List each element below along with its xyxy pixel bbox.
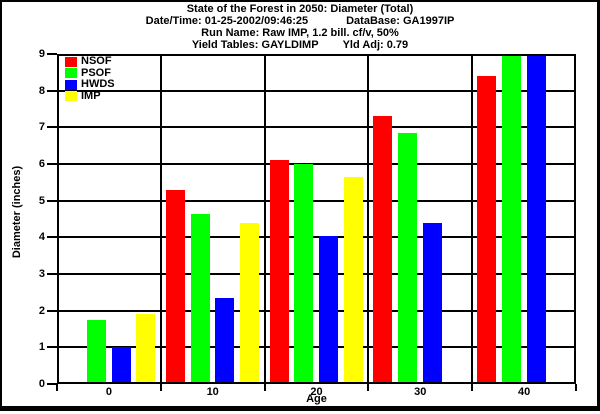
y-axis-title: Diameter (inches) — [11, 165, 23, 259]
bar-hwds-age-30 — [422, 222, 442, 384]
y-tick-label-6: 6 — [38, 158, 45, 170]
bar-imp-age-20 — [343, 176, 363, 384]
y-axis-tick-5 — [47, 199, 57, 202]
x-axis-tick-2 — [263, 384, 266, 391]
bar-psof-age-30 — [398, 132, 418, 384]
bar-nsof-age-10 — [165, 189, 185, 384]
gridline-y-5 — [57, 199, 576, 202]
legend-swatch-nsof — [65, 56, 77, 67]
y-tick-label-1: 1 — [38, 341, 45, 354]
legend-label-psof: PSOF — [81, 66, 111, 79]
x-axis-tick-0 — [56, 384, 58, 391]
plot-border — [57, 54, 576, 384]
y-tick-label-0: 0 — [38, 378, 45, 390]
bar-nsof-age-30 — [373, 116, 393, 384]
y-axis-tick-1 — [47, 346, 57, 349]
y-axis-tick-0 — [47, 383, 57, 385]
gridline-y-4 — [57, 236, 576, 239]
run-name-label: Run Name: Raw IMP, 1.2 bill. cf/v, 50% — [201, 27, 399, 39]
legend-item-nsof: NSOF — [65, 56, 115, 68]
y-axis-tick-7 — [47, 126, 57, 129]
legend-swatch-psof — [65, 68, 77, 79]
bar-nsof-age-20 — [269, 160, 289, 384]
x-axis-title: Age — [306, 393, 327, 405]
y-tick-label-8: 8 — [38, 84, 45, 97]
y-axis-tick-4 — [47, 236, 57, 239]
bar-psof-age-0 — [86, 319, 106, 384]
bar-psof-age-10 — [190, 213, 210, 384]
x-tick-label-0: 0 — [105, 386, 112, 398]
yield-tables-label: Yield Tables: GAYLDIMP — [191, 39, 319, 51]
gridline-y-3 — [57, 273, 576, 275]
y-axis-tick-8 — [47, 89, 57, 92]
y-tick-label-5: 5 — [38, 194, 45, 207]
legend-swatch-hwds — [65, 79, 77, 90]
y-tick-label-3: 3 — [38, 268, 45, 280]
y-tick-label-9: 9 — [38, 48, 45, 60]
bar-hwds-age-0 — [111, 347, 131, 384]
bar-imp-age-0 — [136, 314, 156, 384]
bar-imp-age-10 — [240, 222, 260, 384]
yield-adj-label: Yld Adj: 0.79 — [342, 39, 409, 51]
bar-hwds-age-40 — [526, 55, 546, 384]
x-tick-label-10: 10 — [206, 386, 219, 398]
bar-nsof-age-40 — [477, 76, 497, 384]
bar-hwds-age-10 — [215, 297, 235, 384]
database-label: DataBase: GA1997IP — [346, 15, 455, 27]
x-tick-label-20: 20 — [310, 386, 323, 398]
chart-title: State of the Forest in 2050: Diameter (T… — [186, 3, 414, 15]
gridline-x-1 — [159, 54, 162, 384]
x-axis-tick-5 — [575, 384, 577, 391]
y-axis-tick-9 — [47, 53, 57, 55]
legend-item-imp: IMP — [65, 89, 115, 103]
x-axis-tick-1 — [159, 384, 162, 391]
gridline-x-3 — [367, 54, 370, 384]
x-axis-tick-4 — [471, 384, 474, 391]
gridline-y-2 — [57, 309, 576, 312]
y-tick-label-2: 2 — [38, 304, 45, 317]
gridline-y-8 — [57, 89, 576, 92]
legend: NSOF PSOF HWDS IMP — [65, 56, 115, 102]
bar-psof-age-40 — [501, 55, 521, 384]
header-line2: Date/Time: 01-25-2002/09:46:25 DataBase:… — [0, 15, 600, 27]
header-line4: Yield Tables: GAYLDIMP Yld Adj: 0.79 — [0, 39, 600, 51]
gridline-y-6 — [57, 163, 576, 165]
legend-item-psof: PSOF — [65, 66, 115, 80]
bar-psof-age-20 — [294, 164, 314, 384]
y-axis-tick-2 — [47, 309, 57, 312]
gridline-x-2 — [263, 54, 266, 384]
datetime-label: Date/Time: 01-25-2002/09:46:25 — [145, 15, 309, 27]
y-axis-tick-3 — [47, 273, 57, 275]
gridline-x-4 — [471, 54, 474, 384]
chart-header: State of the Forest in 2050: Diameter (T… — [0, 3, 600, 51]
legend-label-imp: IMP — [81, 89, 101, 102]
x-tick-label-40: 40 — [517, 386, 531, 398]
legend-item-hwds: HWDS — [65, 79, 115, 91]
y-tick-label-4: 4 — [38, 231, 45, 244]
legend-label-hwds: HWDS — [81, 78, 115, 91]
y-tick-label-7: 7 — [38, 121, 45, 134]
legend-swatch-imp — [65, 91, 77, 102]
x-axis-tick-3 — [367, 384, 370, 391]
y-axis-tick-6 — [47, 163, 57, 165]
x-tick-label-30: 30 — [414, 386, 427, 398]
gridline-y-7 — [57, 126, 576, 129]
bar-hwds-age-20 — [319, 235, 339, 384]
legend-label-nsof: NSOF — [81, 55, 112, 68]
gridline-y-1 — [57, 346, 576, 349]
